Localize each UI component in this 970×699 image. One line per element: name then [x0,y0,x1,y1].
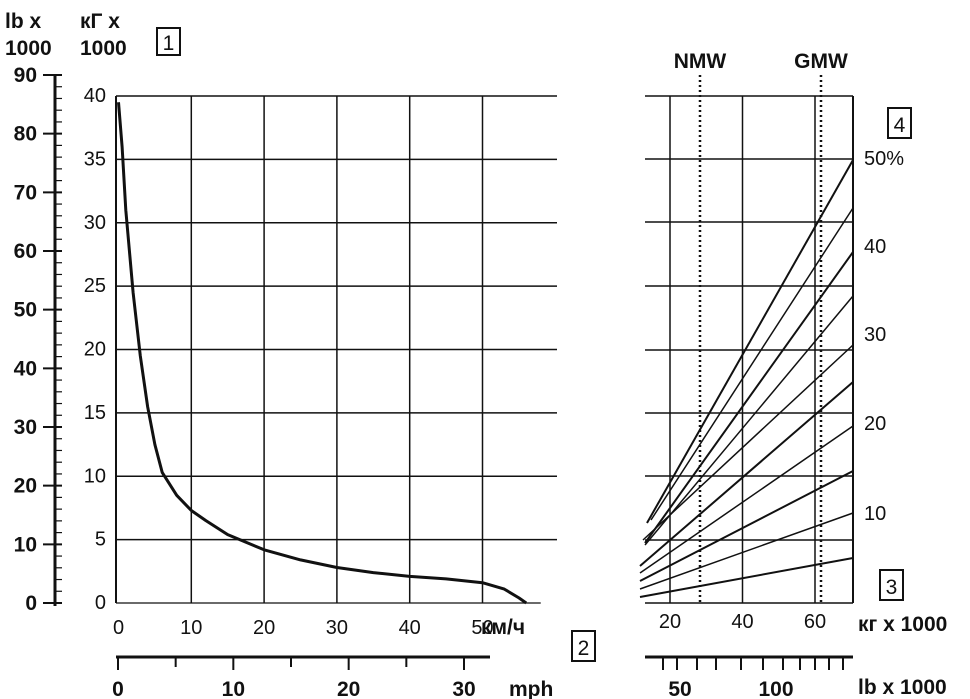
mph-axis: 0 10 20 30 [112,655,490,699]
kg-tick-label: 35 [84,148,106,170]
kg-axis-unit-top: кГ x [80,10,120,33]
mph-tick-label: 30 [452,678,475,699]
grade-line [639,381,854,567]
gmw-label: GMW [794,50,848,73]
grade-line [639,470,854,582]
marker-3-box [879,569,904,601]
nmw-label: NMW [674,50,727,73]
marker-2-box [571,630,596,662]
kg-tick-label: 30 [84,212,106,234]
lb-axis: 0 10 20 30 40 50 60 70 80 90 [14,64,62,615]
kg-weight-tick-label: 20 [659,611,681,633]
grade-line [650,207,854,521]
lb-tick-label: 0 [25,592,37,615]
lb-tick-label: 90 [14,64,37,87]
lb-tick-label: 20 [14,475,37,498]
kg-tick-label: 10 [84,465,106,487]
lb-tick-label: 60 [14,240,37,263]
grade-label: 10 [864,503,886,525]
grade-line [642,344,854,541]
lb-weight-axis: 50 100 [645,655,853,699]
marker-4-box [887,107,912,139]
marker-2-label: 2 [578,637,590,660]
lb-weight-tick-label: 50 [668,678,691,699]
kmh-tick-label: 40 [399,617,421,639]
lb-tick-label: 80 [14,123,37,146]
lb-axis-unit-top: lb x [5,10,41,33]
mph-tick-label: 0 [112,678,124,699]
marker-3-label: 3 [886,576,898,599]
marker-4-label: 4 [894,114,906,137]
grade-line [646,159,854,524]
left-grid [115,95,557,604]
kg-tick-label: 5 [95,529,106,551]
kg-tick-label: 40 [84,85,106,107]
grade-label: 50% [864,148,904,170]
grade-label: 30 [864,324,886,346]
kmh-tick-label: 0 [113,617,124,639]
kmh-axis-label: км/ч [481,616,525,639]
kg-weight-axis-label: кг x 1000 [858,613,947,636]
lb-tick-label: 70 [14,181,37,204]
grade-line [644,295,854,546]
kg-tick-label: 0 [95,592,106,614]
left-chart: 0 5 10 15 20 25 30 35 40 0 10 20 30 40 50 0 10 20 30 40 50 60… [14,64,557,699]
mph-tick-label: 10 [222,678,245,699]
lb-tick-label: 50 [14,299,37,322]
kmh-tick-label: 10 [180,617,202,639]
kg-weight-tick-label: 60 [804,611,826,633]
mph-axis-label: mph [509,678,553,699]
kg-tick-label: 20 [84,339,106,361]
lb-weight-axis-label: lb x 1000 [858,676,947,699]
lb-tick-label: 10 [14,533,37,556]
right-chart: 20 40 60 50% 40 30 20 10 50 100 [639,75,904,699]
tractive-effort-curve [117,102,528,605]
marker-1-box [156,27,181,56]
kg-tick-label: 25 [84,275,106,297]
grade-label: 20 [864,413,886,435]
grade-label: 40 [864,236,886,258]
kmh-tick-label: 50 [471,617,493,639]
kg-axis-unit-bottom: 1000 [80,37,127,60]
marker-1-label: 1 [163,32,175,55]
grade-line [639,557,854,598]
lb-tick-label: 40 [14,357,37,380]
grade-line [639,512,854,590]
kmh-tick-label: 20 [253,617,275,639]
mph-tick-label: 20 [337,678,360,699]
kmh-tick-label: 30 [326,617,348,639]
grade-line [639,425,854,574]
lb-tick-label: 30 [14,416,37,439]
grade-line [644,251,854,544]
lb-axis-unit-bottom: 1000 [5,37,52,60]
kg-tick-label: 15 [84,402,106,424]
kg-weight-tick-label: 40 [731,611,753,633]
lb-weight-tick-label: 100 [758,678,793,699]
